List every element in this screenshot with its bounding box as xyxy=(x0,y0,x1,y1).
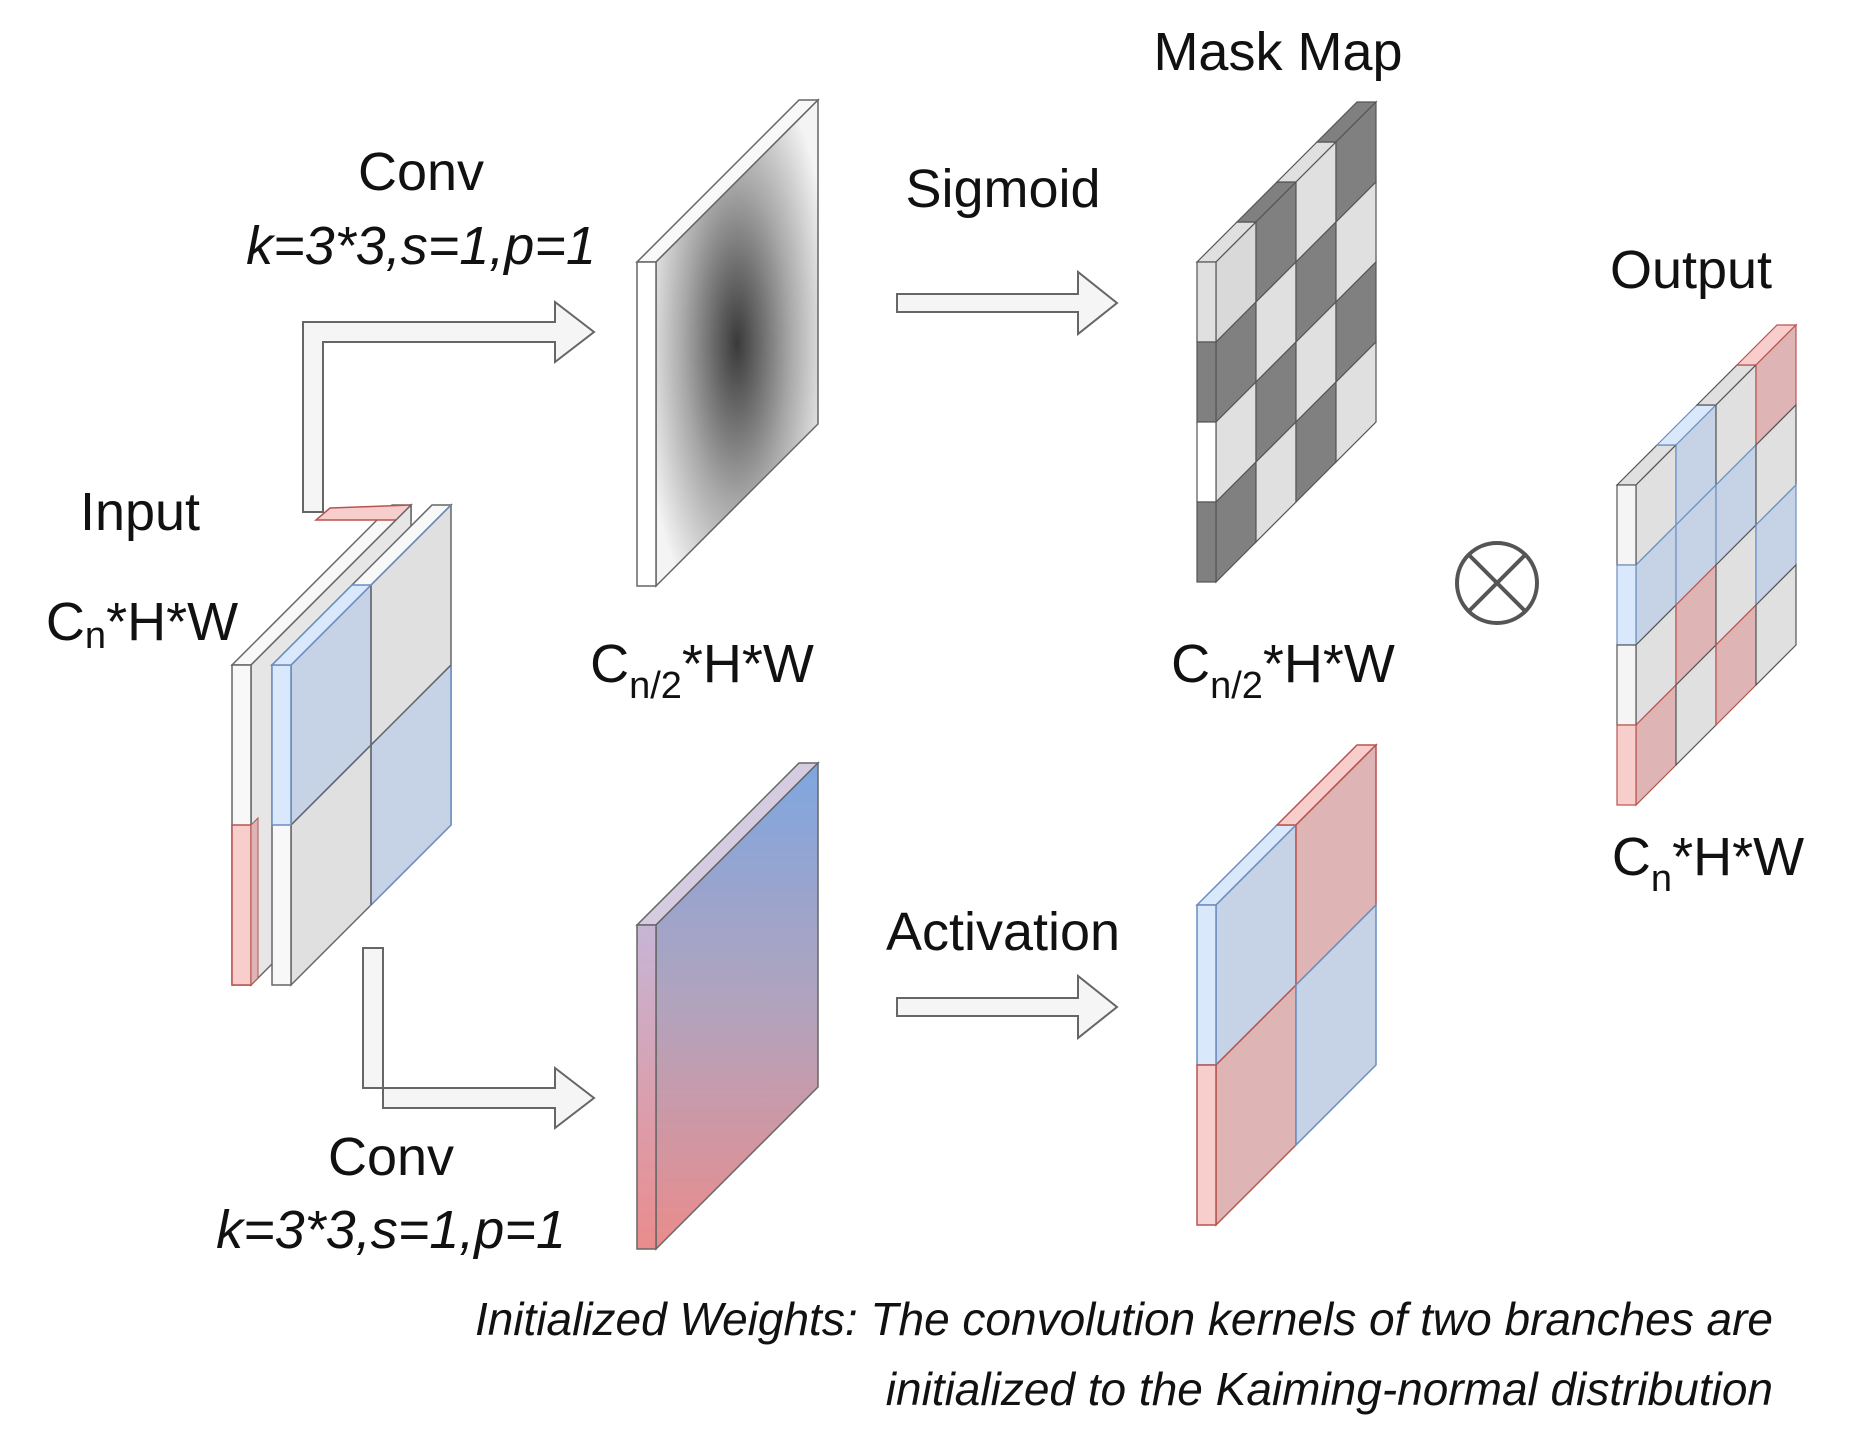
arrow-activation xyxy=(896,973,1119,1041)
mask-map-title: Mask Map xyxy=(1153,22,1402,82)
output-tensor xyxy=(1615,323,1798,807)
otimes-icon xyxy=(1455,541,1539,625)
mask-map xyxy=(1195,100,1378,584)
arrow-input-to-conv-bottom xyxy=(362,947,596,1131)
caption-line-1: Initialized Weights: The convolution ker… xyxy=(475,1293,1773,1345)
mask-map-cells xyxy=(1215,100,1377,584)
output-dims: Cn*H*W xyxy=(1612,827,1804,900)
caption-line-2: initialized to the Kaiming-normal distri… xyxy=(886,1363,1773,1415)
input-title: Input xyxy=(80,482,200,542)
half-dims-left: Cn/2*H*W xyxy=(590,634,814,707)
activation-map xyxy=(1195,743,1378,1227)
conv-bottom-label: Conv xyxy=(328,1127,454,1187)
output-cells xyxy=(1635,323,1797,807)
input-tensor xyxy=(230,503,453,987)
conv-bottom-params: k=3*3,s=1,p=1 xyxy=(216,1200,566,1260)
input-dims: Cn*H*W xyxy=(46,592,238,657)
sigmoid-label: Sigmoid xyxy=(905,159,1100,219)
half-dims-right: Cn/2*H*W xyxy=(1171,634,1395,707)
conv-bottom-feature-map xyxy=(635,761,820,1251)
activation-label: Activation xyxy=(886,902,1120,962)
output-title: Output xyxy=(1610,240,1772,300)
arrow-sigmoid xyxy=(896,269,1119,337)
conv-top-label: Conv xyxy=(358,142,484,202)
arrow-input-to-conv-top xyxy=(302,299,596,513)
conv-top-feature-map xyxy=(635,98,820,588)
conv-top-params: k=3*3,s=1,p=1 xyxy=(246,216,596,276)
